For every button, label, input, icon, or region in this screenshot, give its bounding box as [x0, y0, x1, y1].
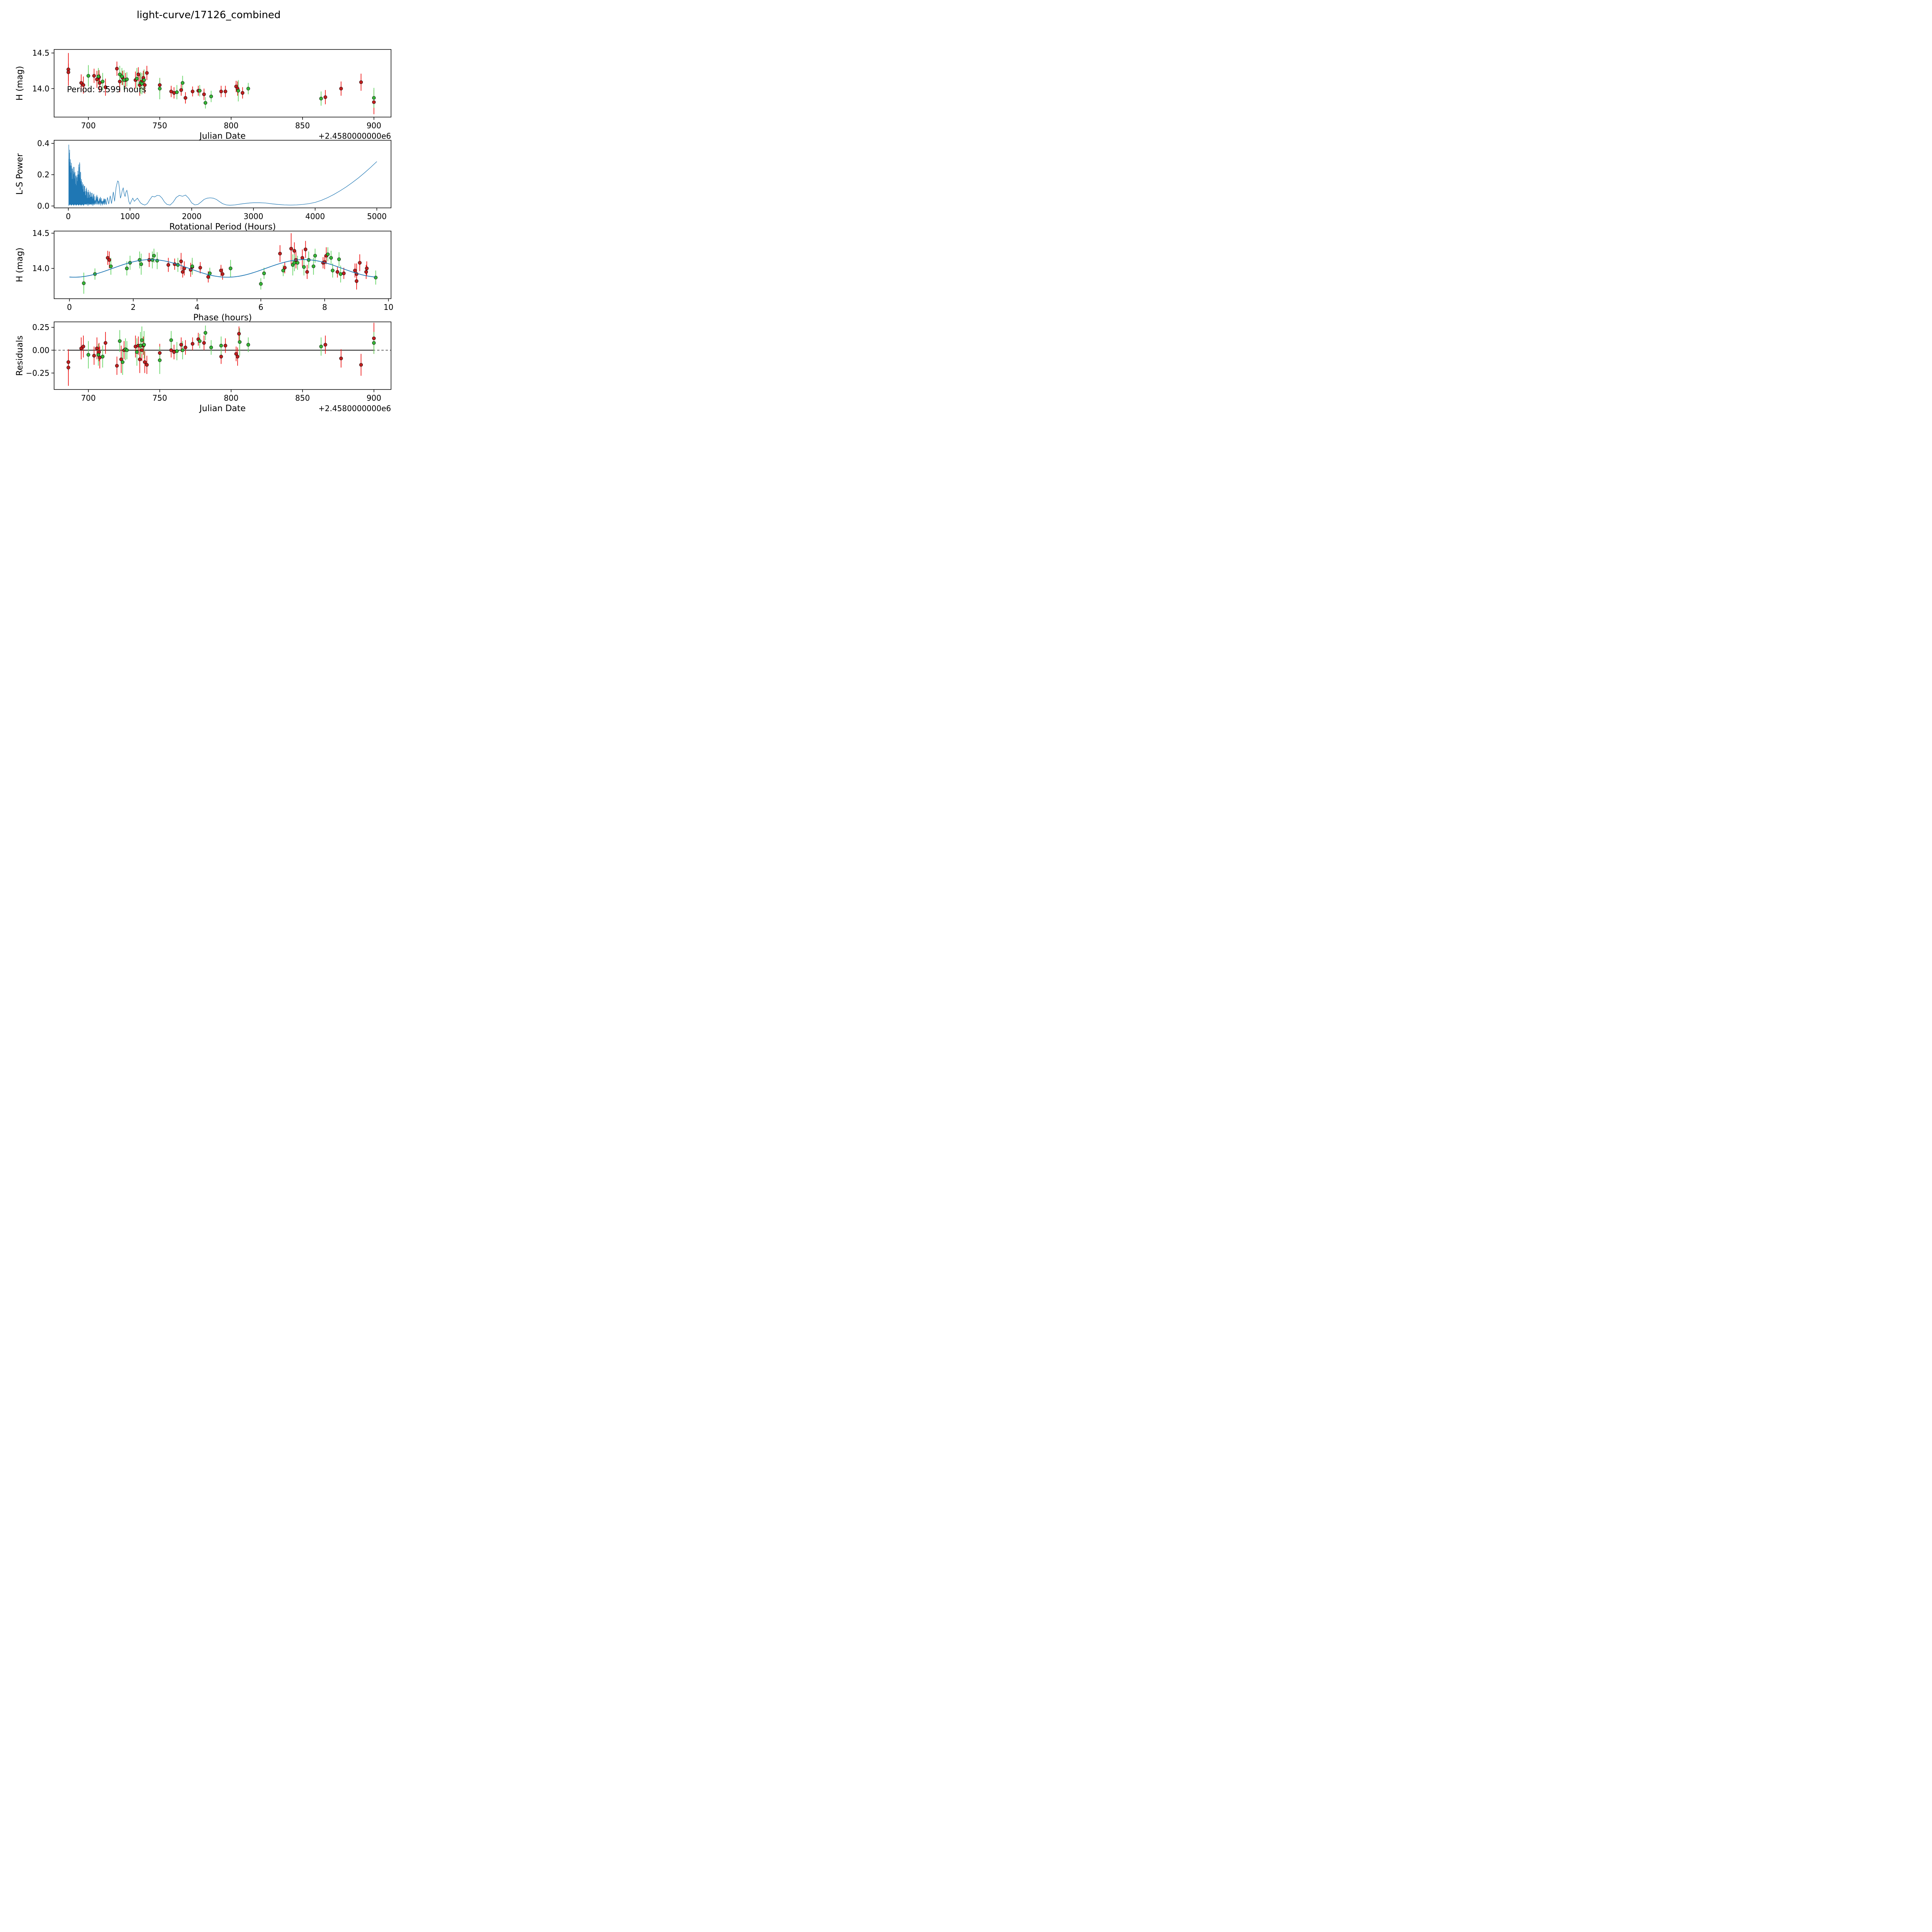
light-curve-figure: light-curve/17126_combined Period: 9.599…: [0, 0, 417, 417]
y-tick-label: −0.25: [26, 368, 49, 378]
x-tick-label: 1000: [120, 212, 140, 221]
x-tick-label: 2: [131, 303, 136, 312]
xlabel-residuals: Julian Date: [199, 404, 246, 413]
x-offset-label-residuals: +2.4580000000e6: [318, 404, 391, 413]
x-tick-label: 3000: [243, 212, 263, 221]
plot-area-residuals: [54, 323, 391, 386]
panel-periodogram: 0 1000 2000 3000 4000 5000 0.0 0.2 0.4 Rotational…: [15, 139, 391, 232]
ylabel-phase-lightcurve: H (mag): [15, 248, 25, 282]
series-red-errorbars: [68, 53, 374, 114]
x-tick-label: 900: [367, 393, 381, 403]
panel-phase-lightcurve: 0 2 4 6 8 10 14.0 14.5 Phase (hours) H (mag): [15, 228, 393, 323]
x-tick-label: 850: [295, 393, 310, 403]
axes-frame-residuals: [54, 321, 391, 390]
x-tick-label: 5000: [367, 212, 387, 221]
x-tick-label: 2000: [182, 212, 202, 221]
x-offset-label-jd-lightcurve: +2.4580000000e6: [318, 131, 391, 141]
y-tick-label: 0.2: [37, 170, 49, 179]
xlabel-phase-lightcurve: Phase (hours): [193, 313, 252, 323]
x-tick-label: 700: [81, 121, 96, 130]
period-annotation: Period: 9.599 hours: [67, 85, 146, 94]
x-tick-label: 8: [322, 303, 327, 312]
x-tick-label: 700: [81, 393, 96, 403]
x-tick-label: 4000: [305, 212, 325, 221]
y-tick-label: 14.5: [32, 228, 49, 238]
plot-area-periodogram: [68, 145, 377, 206]
x-tick-label: 6: [259, 303, 264, 312]
axes-frame-periodogram: [54, 140, 391, 208]
axes-frame-jd-lightcurve: [54, 49, 391, 117]
axes-frame-phase-lightcurve: [54, 231, 391, 299]
y-tick-label: 14.5: [32, 48, 49, 58]
panel-residuals: 700 750 800 850 900 −0.25 0.00 0.25 Julian Date +…: [15, 321, 391, 413]
series-green-markers: [82, 252, 378, 286]
y-tick-label: 0.0: [37, 201, 49, 211]
x-tick-label: 4: [195, 303, 200, 312]
figure-title: light-curve/17126_combined: [136, 9, 281, 21]
y-tick-label: 0.00: [32, 345, 49, 355]
xlabel-periodogram: Rotational Period (Hours): [169, 222, 276, 232]
ylabel-jd-lightcurve: H (mag): [15, 66, 25, 101]
ylabel-residuals: Residuals: [15, 335, 25, 376]
series-red-markers: [66, 332, 376, 369]
y-tick-label: 14.0: [32, 264, 49, 273]
x-tick-label: 0: [66, 212, 71, 221]
x-tick-label: 10: [384, 303, 393, 312]
series-red-markers: [106, 247, 369, 283]
x-tick-label: 900: [367, 121, 381, 130]
y-tick-label: 0.25: [32, 323, 49, 332]
series-green-markers: [86, 72, 376, 105]
panel-jd-lightcurve: Period: 9.599 hours 700 750 800 850 900 14.0 14…: [15, 48, 391, 141]
x-tick-label: 0: [67, 303, 72, 312]
x-tick-label: 750: [152, 121, 167, 130]
x-tick-label: 800: [224, 393, 238, 403]
y-tick-label: 0.4: [37, 139, 49, 148]
series-red-markers: [66, 67, 376, 104]
x-tick-label: 850: [295, 121, 310, 130]
series-green-markers: [86, 331, 376, 364]
xlabel-jd-lightcurve: Julian Date: [199, 131, 246, 141]
y-tick-label: 14.0: [32, 84, 49, 93]
plot-area-jd-lightcurve: [66, 53, 376, 114]
plot-area-phase-lightcurve: [69, 233, 378, 294]
ylabel-periodogram: L-S Power: [15, 153, 25, 195]
x-tick-label: 750: [152, 393, 167, 403]
x-tick-label: 800: [224, 121, 238, 130]
